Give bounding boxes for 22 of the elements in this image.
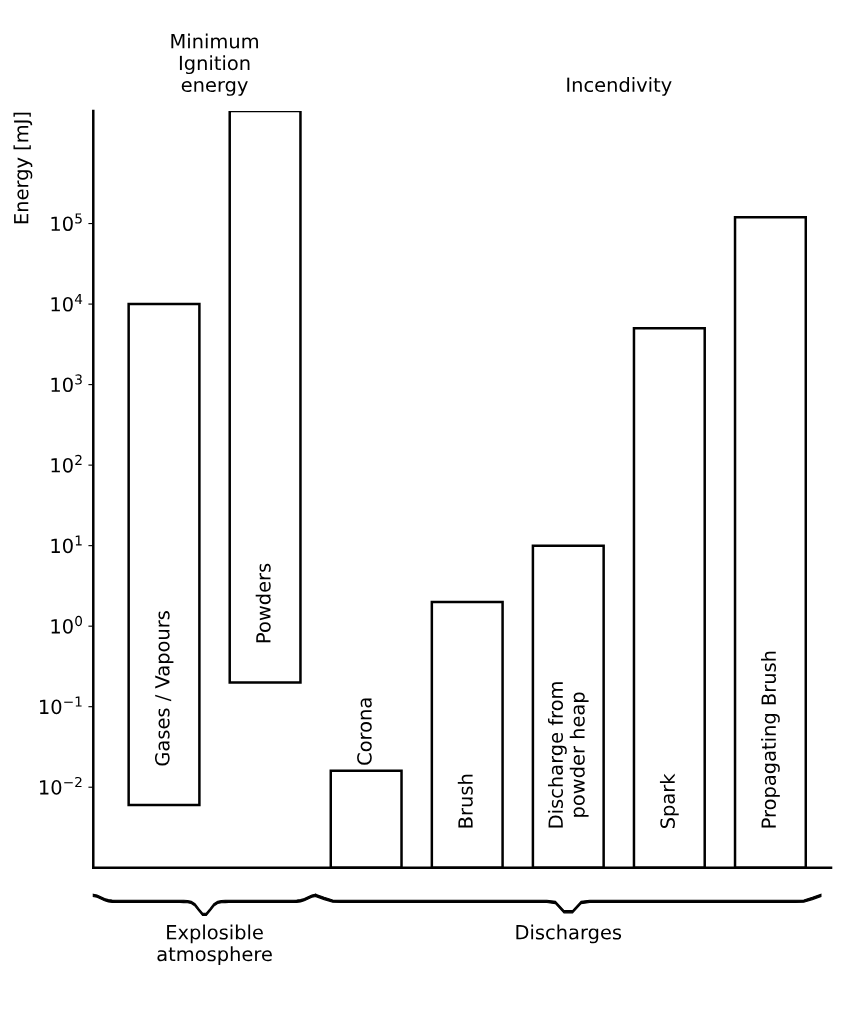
y-tick-label: 10$^{2}$ bbox=[51, 454, 82, 473]
y-tick-label: 10$^{3}$ bbox=[51, 374, 82, 393]
x-tick-label: Spark bbox=[659, 773, 679, 829]
x-tick-label: Powders bbox=[255, 563, 271, 643]
x-tick-label: Discharge from powder heap bbox=[547, 682, 589, 828]
y-tick-label: 10$^{−2}$ bbox=[40, 776, 82, 795]
text: Minimum Ignition energy bbox=[171, 33, 258, 96]
y-tick-label: 10$^{5}$ bbox=[51, 213, 82, 232]
y-axis-title: Energy [mJ] bbox=[13, 112, 33, 224]
x-tick-label: Brush bbox=[457, 774, 473, 828]
y-tick-label: 10$^{−1}$ bbox=[40, 696, 82, 715]
y-tick-label: 10$^{1}$ bbox=[51, 535, 82, 554]
text: Explosible atmosphere bbox=[157, 924, 272, 966]
y-tick-label: 10$^{4}$ bbox=[51, 293, 83, 312]
text: Discharges bbox=[516, 924, 622, 944]
x-tick-label: Propagating Brush bbox=[760, 651, 780, 828]
x-tick-label: Corona bbox=[357, 698, 372, 765]
bar bbox=[127, 302, 201, 807]
bar bbox=[228, 110, 302, 684]
y-tick-label: 10$^{0}$ bbox=[51, 615, 83, 634]
text: Incendivity bbox=[567, 77, 672, 96]
x-tick-label: Gases / Vapours bbox=[154, 611, 174, 766]
